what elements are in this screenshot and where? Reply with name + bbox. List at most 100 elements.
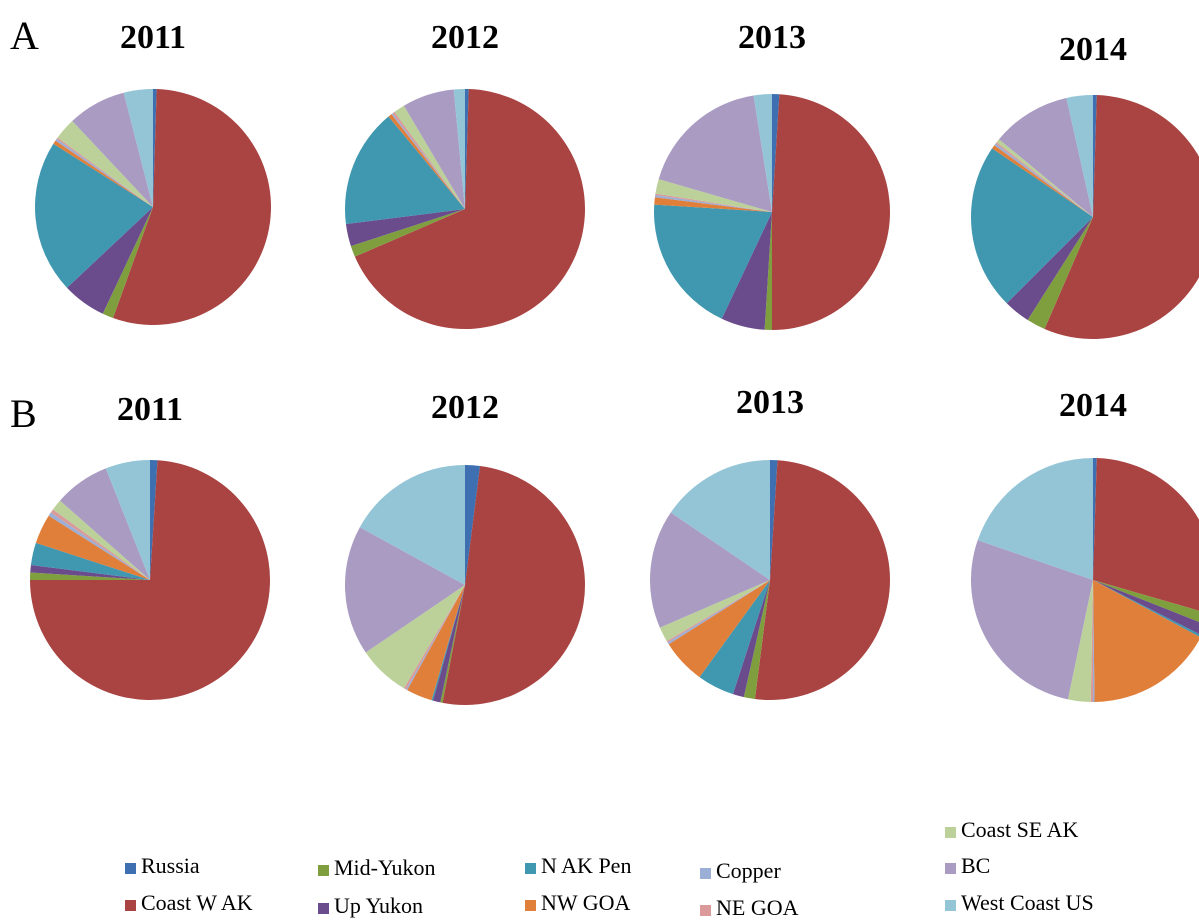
pie-slice [666,580,770,643]
pie-slice [754,460,890,700]
pie-slice [1093,580,1199,702]
pie-slice [977,458,1093,580]
pie-slice [1044,95,1199,339]
legend-label: N AK Pen [541,853,631,878]
pie-slice [654,197,772,212]
pie-slice [753,94,772,212]
pie-slice [53,140,153,207]
pie-slice [650,512,770,628]
pie-slice [764,212,772,330]
pie-slice [1066,95,1093,217]
pie-slice [465,89,469,209]
pie-slice [465,465,481,585]
legend-swatch [125,900,136,911]
pie-slice [354,89,585,330]
legend-label: BC [961,853,990,878]
pie-slice [113,89,272,325]
pie-slice [66,207,153,314]
pie-slice [35,515,151,580]
pie-slice [150,460,158,580]
legend-label: West Coast US [961,890,1094,915]
pie-slice [1027,217,1093,329]
pie-slice [123,89,153,207]
legend-label: Russia [141,853,200,878]
chart-title: 2013 [738,19,806,56]
pie-slice [670,460,770,580]
pie-slice [667,580,770,645]
pie-slice [391,113,465,209]
legend-swatch [700,868,711,879]
pie-slice [431,585,465,701]
pie-slice [772,94,780,212]
legend-label: Coast W AK [141,890,253,915]
pie-slice [345,209,465,247]
pie-slice [971,540,1093,700]
pie-slice [1093,580,1199,637]
pie-slice [102,207,153,319]
pie-slice [772,94,890,330]
pie-slice [654,204,772,319]
chart-title: 2012 [431,19,499,56]
pie-slice [655,193,772,212]
legend-label: NE GOA [716,895,799,920]
pie-slice [732,580,770,698]
legend-label: NW GOA [541,890,631,915]
legend-swatch [125,863,136,874]
chart-title: 2014 [1059,31,1127,68]
pie-slice [365,585,465,689]
pie-slice [1093,458,1097,580]
pie-slice [655,179,772,212]
pie-slice [994,143,1093,217]
pie-slice [30,542,150,580]
chart-title: 2011 [117,391,183,428]
pie-slice [1093,458,1199,611]
pie-slice [345,116,465,225]
pie-slice [403,585,465,690]
pie-slice [440,585,465,703]
pie-slice [359,465,465,585]
pie-slice [50,509,150,580]
pie-slice [1006,217,1093,321]
legend-swatch [945,827,956,838]
pie-slice [770,460,778,580]
pie-slice [743,580,770,700]
pie-slice [48,512,150,580]
pie-slice [1090,580,1093,702]
pie-slice [971,148,1093,304]
panel-label: A [10,13,39,58]
pie-slice [30,564,150,580]
pie-slice [453,89,465,209]
pie-slice [105,460,150,580]
pie-slice [57,120,153,207]
legend-swatch [318,903,329,914]
pie-slice [59,468,150,580]
legend-swatch [945,900,956,911]
pie-slice [72,92,153,207]
legend-label: Copper [716,858,781,883]
legend-swatch [525,863,536,874]
legend-swatch [318,865,329,876]
pie-slice [394,105,465,209]
pie-slice [659,580,770,642]
pie-slice [350,209,465,257]
pie-slice [442,465,586,705]
pie-slice [407,585,465,701]
legend-swatch [525,900,536,911]
pie-slice [668,580,770,678]
pie-slice [998,97,1093,217]
pie-slice [721,212,772,330]
pie-slice [1093,95,1097,217]
pie-slice [388,114,465,209]
pie-slice [56,137,153,207]
pie-slice [30,460,270,701]
pie-slice [654,195,772,212]
legend-label: Up Yukon [334,893,423,918]
pie-slice [392,111,465,209]
pie-slice [992,145,1093,217]
pie-slice [55,138,153,207]
chart-title: 2011 [120,19,186,56]
legend-label: Mid-Yukon [334,855,435,880]
legend-swatch [945,863,956,874]
chart-title: 2013 [736,384,804,421]
